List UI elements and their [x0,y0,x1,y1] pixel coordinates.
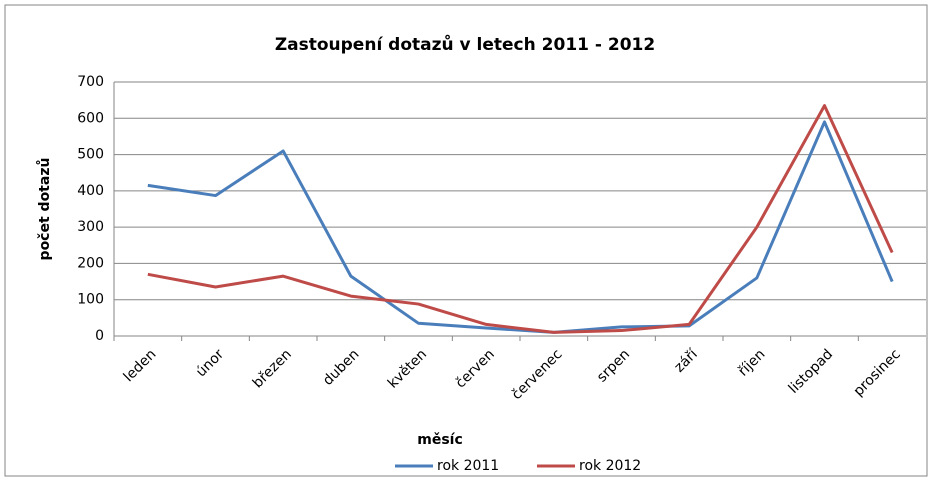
chart-border [4,4,928,477]
series-line [147,120,894,334]
y-axis-label: počet dotazů [36,158,53,261]
y-tick-label: 500 [77,147,104,163]
y-tick-label: 700 [77,74,104,90]
y-tick-label: 200 [77,255,104,271]
chart-title: Zastoupení dotazů v letech 2011 - 2012 [275,33,655,55]
series-line [147,104,894,334]
y-tick-label: 0 [95,328,104,344]
legend-label: rok 2012 [579,458,641,474]
y-tick-label: 300 [77,219,104,235]
y-tick-label: 600 [77,110,104,126]
y-tick-label: 100 [77,292,104,308]
x-axis-label: měsíc [417,432,463,448]
legend-label: rok 2011 [437,458,499,474]
y-tick-label: 400 [77,183,104,199]
